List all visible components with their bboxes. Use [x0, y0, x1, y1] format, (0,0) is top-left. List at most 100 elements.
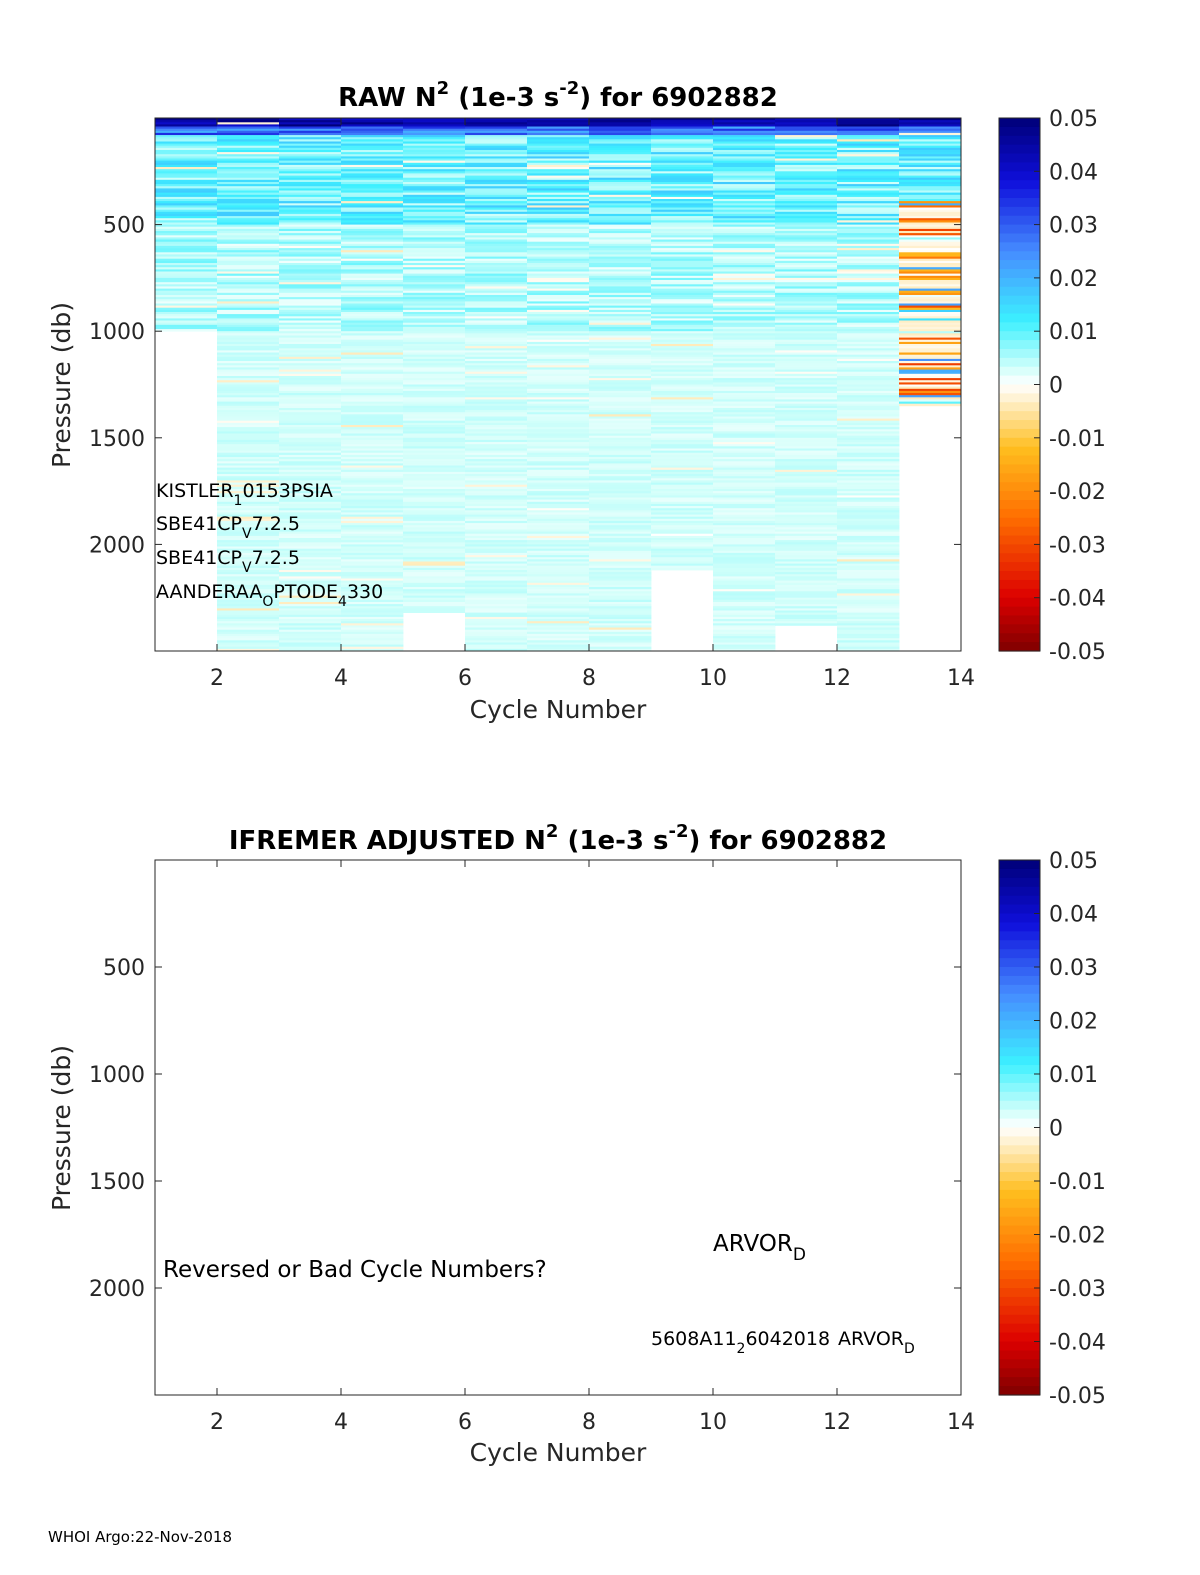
heatmap-cell	[527, 158, 590, 161]
heatmap-cell	[589, 177, 652, 181]
heatmap-cell	[899, 137, 962, 140]
colorbar-segment	[999, 348, 1040, 359]
heatmap-cell	[279, 636, 342, 639]
heatmap-cell	[465, 416, 528, 419]
heatmap-cell	[465, 365, 528, 368]
heatmap-cell	[713, 471, 776, 475]
heatmap-cell	[589, 318, 652, 321]
heatmap-cell	[837, 412, 900, 415]
heatmap-cell	[589, 182, 652, 185]
heatmap-cell	[527, 350, 590, 353]
heatmap-cell	[651, 122, 714, 125]
heatmap-cell	[341, 570, 404, 573]
heatmap-cell	[217, 454, 280, 458]
heatmap-cell	[589, 167, 652, 170]
heatmap-cell	[899, 126, 962, 129]
heatmap-cell	[651, 448, 714, 451]
heatmap-cell	[341, 625, 404, 628]
heatmap-cell	[341, 503, 404, 507]
heatmap-cell	[837, 256, 900, 260]
heatmap-cell	[279, 597, 342, 601]
heatmap-cell	[899, 309, 962, 313]
heatmap-cell	[589, 239, 652, 242]
heatmap-cell	[713, 164, 776, 168]
heatmap-cell	[589, 410, 652, 413]
heatmap-cell	[527, 322, 590, 326]
heatmap-cell	[713, 128, 776, 132]
heatmap-cell	[279, 175, 342, 179]
heatmap-cell	[713, 378, 776, 381]
heatmap-cell	[341, 213, 404, 217]
colorbar-segment	[999, 499, 1040, 510]
heatmap-cell	[527, 267, 590, 270]
colorbar-segment	[999, 446, 1040, 457]
heatmap-cell	[651, 365, 714, 368]
heatmap-cell	[279, 177, 342, 181]
heatmap-cell	[651, 160, 714, 164]
heatmap-cell	[713, 356, 776, 360]
heatmap-cell	[713, 213, 776, 217]
heatmap-cell	[713, 416, 776, 419]
heatmap-cell	[837, 258, 900, 262]
heatmap-cell	[651, 182, 714, 185]
heatmap-cell	[713, 331, 776, 334]
heatmap-cell	[403, 275, 466, 279]
heatmap-cell	[155, 260, 218, 264]
heatmap-cell	[527, 239, 590, 242]
heatmap-cell	[899, 194, 962, 198]
heatmap-cell	[527, 548, 590, 552]
heatmap-cell	[527, 337, 590, 341]
heatmap-cell	[589, 386, 652, 390]
heatmap-cell	[589, 192, 652, 196]
heatmap-cell	[341, 341, 404, 345]
heatmap-cell	[527, 587, 590, 590]
heatmap-cell	[217, 429, 280, 432]
heatmap-cell	[527, 604, 590, 607]
heatmap-cell	[527, 203, 590, 206]
heatmap-cell	[341, 459, 404, 462]
heatmap-cell	[217, 636, 280, 639]
heatmap-cell	[527, 623, 590, 626]
heatmap-cell	[651, 186, 714, 189]
heatmap-cell	[341, 587, 404, 590]
heatmap-cell	[651, 412, 714, 415]
heatmap-cell	[341, 367, 404, 370]
heatmap-cell	[775, 520, 838, 524]
heatmap-cell	[527, 369, 590, 373]
heatmap-cell	[341, 454, 404, 458]
heatmap-cell	[775, 499, 838, 503]
heatmap-cell	[775, 130, 838, 134]
heatmap-cell	[465, 167, 528, 170]
heatmap-cell	[279, 373, 342, 377]
heatmap-cell	[279, 235, 342, 238]
heatmap-cell	[465, 516, 528, 520]
heatmap-cell	[217, 478, 280, 481]
heatmap-cell	[465, 493, 528, 496]
colorbar-segment	[999, 295, 1040, 306]
heatmap-cell	[651, 431, 714, 434]
heatmap-cell	[341, 303, 404, 306]
heatmap-cell	[341, 397, 404, 400]
heatmap-cell	[651, 147, 714, 151]
heatmap-cell	[465, 254, 528, 257]
heatmap-cell	[775, 525, 838, 528]
heatmap-cell	[341, 457, 404, 460]
heatmap-cell	[651, 326, 714, 330]
heatmap-cell	[713, 254, 776, 257]
heatmap-cell	[465, 459, 528, 462]
heatmap-cell	[217, 412, 280, 415]
heatmap-cell	[775, 593, 838, 596]
colorbar-segment	[999, 1074, 1040, 1084]
heatmap-cell	[217, 570, 280, 573]
heatmap-cell	[589, 463, 652, 466]
heatmap-cell	[155, 158, 218, 161]
heatmap-cell	[279, 484, 342, 488]
heatmap-cell	[713, 369, 776, 373]
heatmap-cell	[589, 186, 652, 189]
heatmap-cell	[155, 239, 218, 242]
heatmap-cell	[279, 361, 342, 364]
heatmap-cell	[403, 480, 466, 483]
heatmap-cell	[589, 446, 652, 449]
heatmap-cell	[279, 465, 342, 468]
colorbar-segment	[999, 313, 1040, 323]
